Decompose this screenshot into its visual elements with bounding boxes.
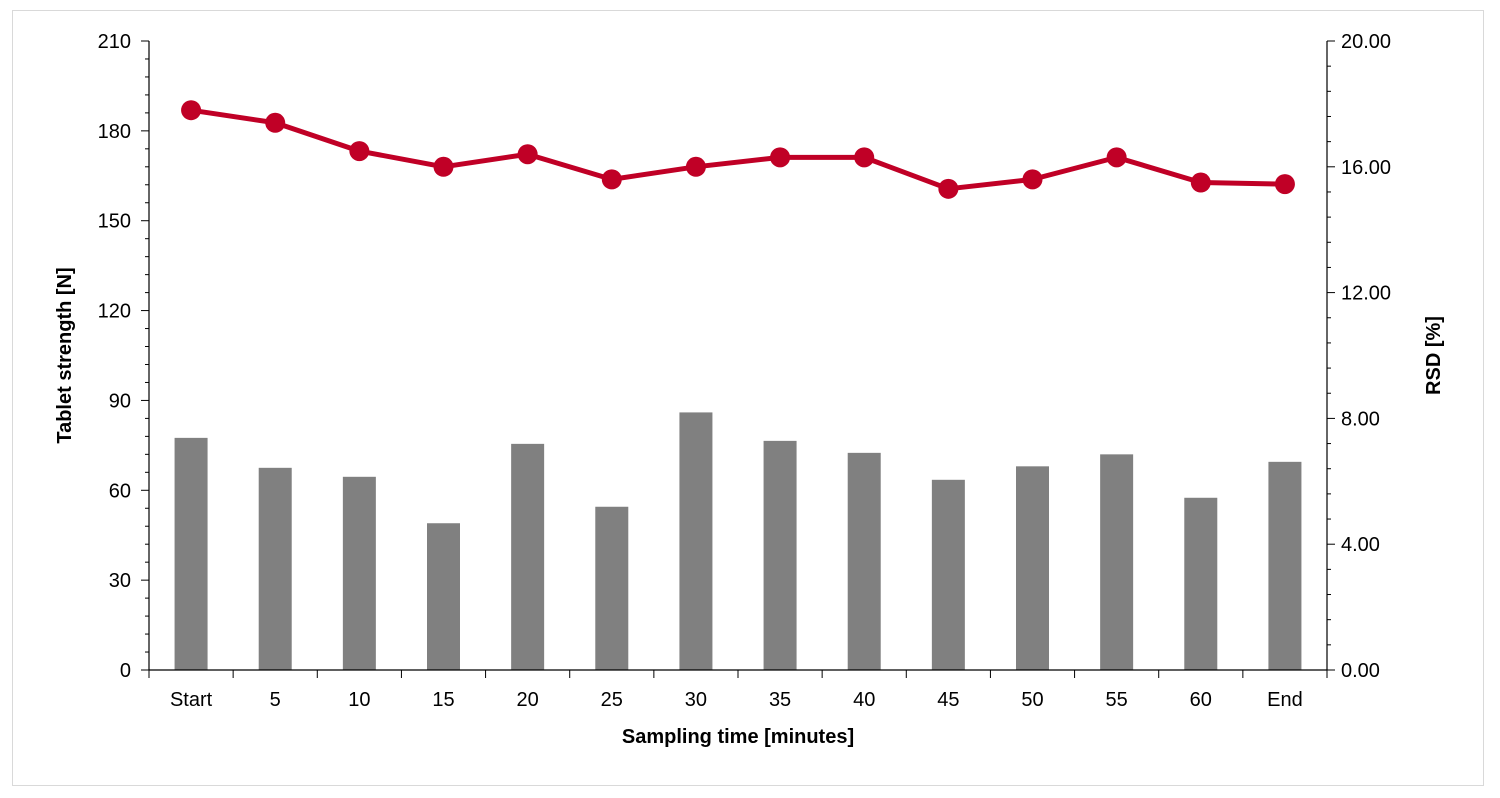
rsd-point — [854, 147, 875, 168]
bar — [1100, 454, 1134, 670]
x-tick-label: 30 — [685, 689, 707, 711]
x-tick-label: 10 — [348, 689, 370, 711]
rsd-point — [433, 156, 454, 177]
y-tick-label: 60 — [109, 480, 131, 502]
bar — [763, 440, 797, 670]
x-tick-label: Start — [170, 689, 213, 711]
rsd-point — [685, 156, 706, 177]
y-tick-label: 180 — [98, 121, 131, 143]
x-axis-title: Sampling time [minutes] — [622, 726, 854, 748]
bar — [595, 506, 629, 670]
y2-tick-label: 0.00 — [1341, 660, 1380, 682]
rsd-point — [1274, 174, 1295, 195]
y-tick-label: 210 — [98, 31, 131, 53]
bar — [1016, 466, 1049, 670]
rsd-point — [770, 147, 791, 168]
rsd-point — [601, 169, 622, 190]
bar — [679, 412, 713, 670]
y-tick-label: 150 — [98, 211, 131, 233]
rsd-point — [1022, 169, 1043, 190]
bar — [511, 443, 545, 670]
y2-axis-title: RSD [%] — [1423, 316, 1445, 395]
rsd-point — [1190, 172, 1211, 193]
rsd-point — [265, 112, 286, 133]
bar — [258, 467, 292, 670]
rsd-point — [1106, 147, 1127, 168]
x-tick-label: 55 — [1106, 689, 1128, 711]
x-tick-label: 35 — [769, 689, 791, 711]
y-tick-label: 0 — [120, 660, 131, 682]
bar — [174, 437, 208, 670]
y-tick-label: 30 — [109, 570, 131, 592]
x-tick-label: End — [1267, 689, 1303, 711]
y-axis-title: Tablet strength [N] — [54, 267, 76, 443]
rsd-point — [181, 100, 202, 121]
bar — [847, 452, 881, 670]
bar — [1184, 497, 1218, 670]
rsd-point — [517, 144, 538, 165]
x-tick-label: 50 — [1021, 689, 1043, 711]
bar — [1268, 461, 1302, 670]
y-tick-label: 90 — [109, 390, 131, 412]
rsd-point — [938, 178, 959, 199]
y2-tick-label: 8.00 — [1341, 408, 1380, 430]
y2-tick-label: 4.00 — [1341, 534, 1380, 556]
bar — [427, 523, 460, 670]
bar — [342, 476, 376, 670]
rsd-line — [190, 107, 1285, 192]
x-tick-label: 40 — [853, 689, 875, 711]
x-tick-label: 20 — [517, 689, 539, 711]
bar — [931, 479, 965, 670]
y2-tick-label: 12.00 — [1341, 283, 1391, 305]
x-tick-label: 5 — [270, 689, 281, 711]
rsd-point — [349, 141, 370, 162]
y2-tick-label: 20.00 — [1341, 31, 1391, 53]
y2-tick-label: 16.00 — [1341, 157, 1391, 179]
x-tick-label: 45 — [937, 689, 959, 711]
chart-frame — [12, 10, 1484, 786]
x-tick-label: 15 — [432, 689, 454, 711]
x-tick-label: 60 — [1190, 689, 1212, 711]
x-tick-label: 25 — [601, 689, 623, 711]
y-tick-label: 120 — [98, 301, 131, 323]
